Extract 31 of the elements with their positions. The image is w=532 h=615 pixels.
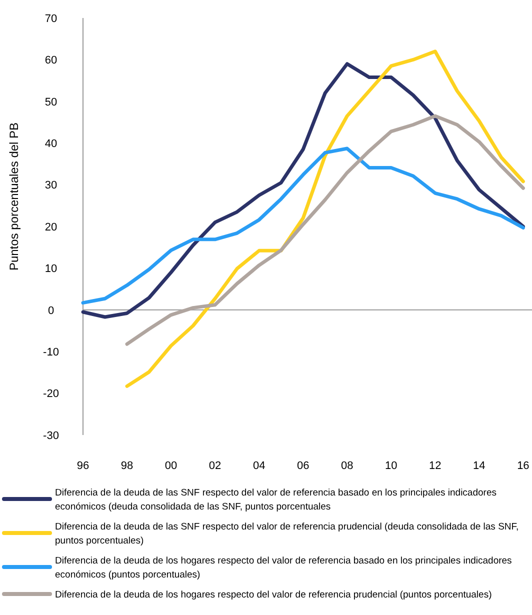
line-series (125, 50, 525, 388)
x-tick-label: 00 (164, 460, 178, 472)
y-tick-label: 20 (44, 221, 58, 234)
x-tick-label: 04 (252, 460, 266, 472)
legend-label: Diferencia de la deuda de las SNF respecto del valor de referencia basado en los principales indicadores económicos (deuda consolidada de las SNF, puntos porcentuales (55, 487, 497, 512)
y-tick-label: -10 (43, 346, 59, 358)
x-tick-label: 98 (120, 460, 134, 472)
y-tick-label: 30 (44, 180, 58, 192)
line-series (125, 114, 525, 346)
y-tick-label: 0 (48, 304, 54, 317)
x-tick-label: 14 (473, 460, 486, 472)
y-tick-label: 50 (44, 96, 58, 108)
x-tick-label: 06 (296, 460, 310, 472)
y-tick-label: -30 (43, 430, 59, 442)
x-tick-label: 02 (208, 460, 222, 472)
line-series (81, 146, 525, 305)
x-tick-label: 12 (429, 460, 442, 472)
y-tick-label: 40 (44, 138, 58, 150)
y-tick-label: 60 (44, 54, 58, 67)
x-tick-label: 10 (385, 460, 398, 472)
y-tick-label: -20 (43, 388, 59, 400)
line-series (81, 62, 525, 319)
legend-label: Diferencia de la deuda de los hogares respecto del valor de referencia basado en los principales indicadores económicos (puntos porcentuales) (55, 555, 512, 580)
x-tick-label: 96 (76, 460, 90, 472)
y-tick-label: 70 (44, 12, 58, 25)
legend-label: Diferencia de la deuda de los hogares respecto del valor de referencia prudencial (puntos porcentuales) (55, 589, 492, 600)
y-axis-title: Puntos porcentuales del PB (7, 122, 21, 271)
x-tick-label: 08 (340, 460, 354, 472)
y-tick-label: 10 (44, 263, 58, 276)
x-tick-label: 16 (517, 460, 530, 472)
legend-label: Diferencia de la deuda de las SNF respecto del valor de referencia prudencial (deuda consolidada de las SNF, puntos porcentuales) (55, 521, 519, 546)
